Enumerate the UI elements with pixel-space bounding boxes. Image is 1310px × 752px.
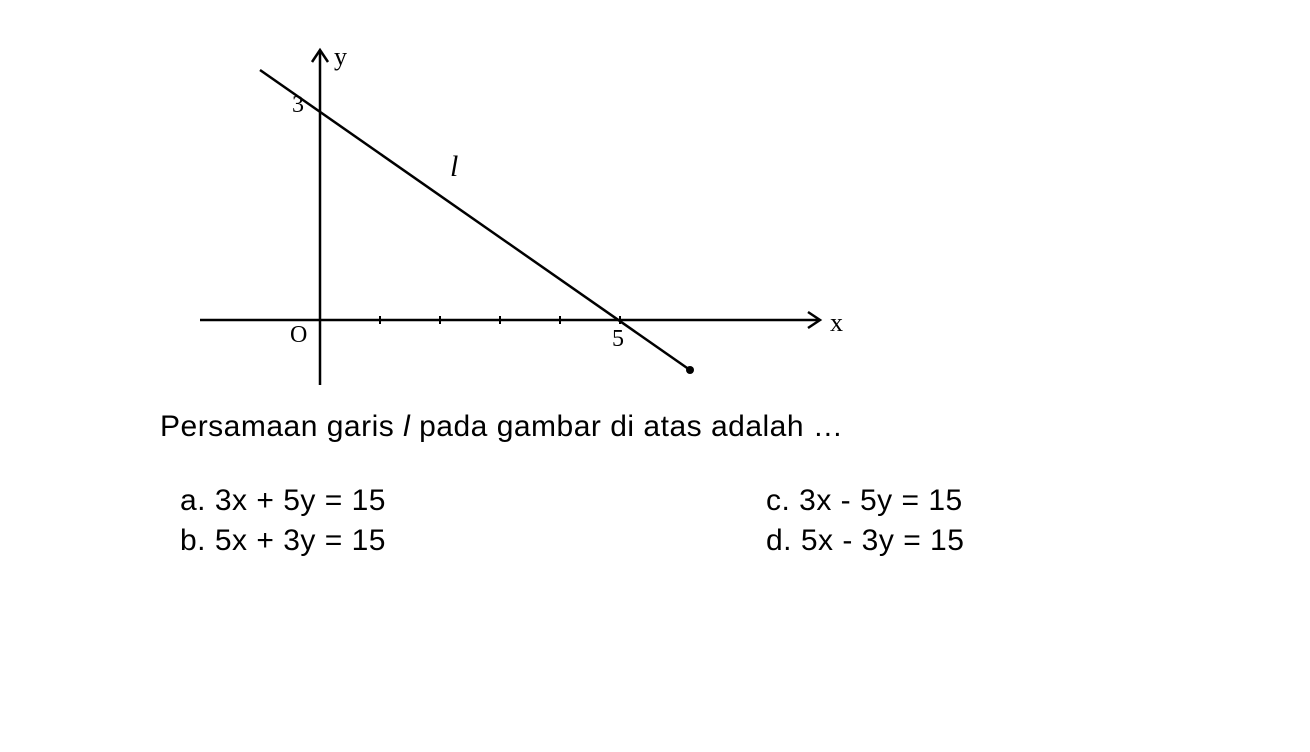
- option-a: a. 3x + 5y = 15: [180, 484, 386, 518]
- options-right-column: c. 3x - 5y = 15 d. 5x - 3y = 15: [766, 484, 964, 558]
- question-text: Persamaan garis l pada gambar di atas ad…: [160, 410, 1290, 444]
- line-l: [260, 70, 690, 370]
- y-axis-label: y: [334, 42, 347, 72]
- line-label: l: [450, 150, 458, 184]
- x-axis-label: x: [830, 308, 843, 338]
- graph-svg: [160, 30, 860, 390]
- x-intercept-label: 5: [612, 326, 624, 353]
- option-d: d. 5x - 3y = 15: [766, 524, 964, 558]
- question-line-var: l: [403, 410, 410, 443]
- option-c: c. 3x - 5y = 15: [766, 484, 964, 518]
- graph-container: y x 3 5 O l: [160, 30, 860, 390]
- line-end-dot: [686, 366, 694, 374]
- options-container: a. 3x + 5y = 15 b. 5x + 3y = 15 c. 3x - …: [180, 484, 1290, 558]
- y-intercept-label: 3: [292, 92, 304, 119]
- origin-label: O: [290, 322, 307, 349]
- options-left-column: a. 3x + 5y = 15 b. 5x + 3y = 15: [180, 484, 386, 558]
- option-b: b. 5x + 3y = 15: [180, 524, 386, 558]
